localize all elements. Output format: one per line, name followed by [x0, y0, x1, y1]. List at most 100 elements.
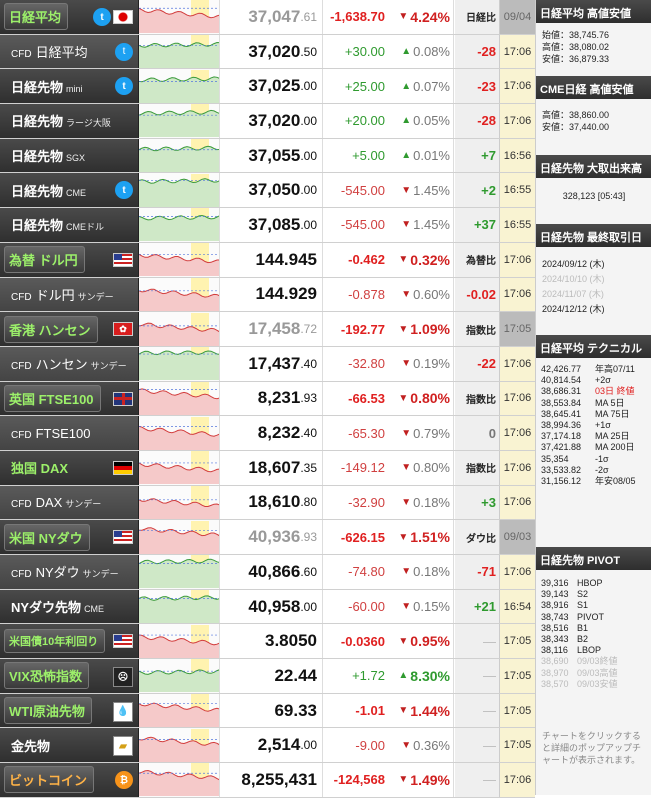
market-row[interactable]: 米国 NYダウ 40,936.93 -626.15 ▼ 1.51% ダウ比 09/03 [0, 520, 535, 555]
instrument-name[interactable]: WTI原油先物 💧 [0, 693, 139, 728]
mini-chart[interactable] [139, 728, 220, 763]
market-row[interactable]: CFD DAX サンデー 18,610.80 -32.90 ▼ 0.18% +3 17:06 [0, 485, 535, 521]
mini-chart[interactable] [139, 104, 220, 138]
twitter-icon[interactable]: t [93, 8, 111, 26]
mini-chart[interactable] [139, 763, 220, 797]
mini-chart[interactable] [139, 589, 220, 624]
spark-chart[interactable] [139, 277, 219, 311]
instrument-name[interactable]: CFD ドル円 サンデー [0, 277, 139, 312]
instrument-name[interactable]: 独国 DAX [0, 450, 139, 485]
spark-chart[interactable] [139, 694, 219, 728]
mini-chart[interactable] [139, 173, 220, 208]
market-row[interactable]: 日経先物 mini t 37,025.00 +25.00 ▲ 0.07% -23 17:06 [0, 69, 535, 105]
instrument-name[interactable]: 日経先物 CME t [0, 173, 139, 208]
instrument-name[interactable]: 米国 NYダウ [0, 520, 139, 554]
market-row[interactable]: 日経先物 CMEドル 37,085.00 -545.00 ▼ 1.45% +37 16:55 [0, 208, 535, 243]
instrument-name[interactable]: 日経平均 t [0, 0, 139, 34]
spark-chart[interactable] [139, 555, 219, 589]
instrument-name[interactable]: 香港 ハンセン ✿ [0, 312, 139, 346]
spark-chart[interactable] [139, 451, 219, 485]
market-row[interactable]: 日経先物 ラージ大阪 37,020.00 +20.00 ▲ 0.05% -28 17:06 [0, 104, 535, 139]
mini-chart[interactable] [139, 520, 220, 554]
mini-chart[interactable] [139, 277, 220, 312]
instrument-name[interactable]: CFD ハンセン サンデー [0, 346, 139, 381]
market-row[interactable]: 米国債10年利回り 3.8050 -0.0360 ▼ 0.95% —17:05 [0, 624, 535, 660]
market-row[interactable]: CFD ハンセン サンデー 17,437.40 -32.80 ▼ 0.19% -22 17:06 [0, 346, 535, 382]
spark-chart[interactable] [139, 69, 219, 103]
market-row[interactable]: ビットコイン ₿ 8,255,431 -124,568 ▼ 1.49% —17:06 [0, 763, 535, 798]
spark-chart[interactable] [139, 104, 219, 138]
spark-chart[interactable] [139, 659, 219, 693]
instrument-name[interactable]: CFD FTSE100 [0, 416, 139, 450]
mini-chart[interactable] [139, 312, 220, 346]
instrument-name[interactable]: ビットコイン ₿ [0, 763, 139, 797]
mini-chart[interactable] [139, 659, 220, 693]
market-row[interactable]: 為替 ドル円 144.945 -0.462 ▼ 0.32% 為替比 17:06 [0, 242, 535, 278]
spark-chart[interactable] [139, 0, 219, 34]
spark-chart[interactable] [139, 416, 219, 450]
price-value: 22.44 [221, 659, 323, 693]
mini-chart[interactable] [139, 624, 220, 659]
instrument-name[interactable]: 日経先物 CMEドル [0, 208, 139, 242]
spark-chart[interactable] [139, 312, 219, 346]
mini-chart[interactable] [139, 450, 220, 485]
spark-chart[interactable] [139, 347, 219, 381]
twitter-icon[interactable]: t [115, 42, 133, 61]
market-row[interactable]: 日経先物 SGX 37,055.00 +5.00 ▲ 0.01% +7 16:56 [0, 138, 535, 174]
spark-chart[interactable] [139, 763, 219, 797]
instrument-name[interactable]: CFD 日経平均 t [0, 34, 139, 69]
instrument-name[interactable]: CFD NYダウ サンデー [0, 555, 139, 589]
mini-chart[interactable] [139, 138, 220, 173]
mini-chart[interactable] [139, 346, 220, 381]
market-row[interactable]: CFD 日経平均 t 37,020.50 +30.00 ▲ 0.08% -28 17:06 [0, 34, 535, 70]
market-row[interactable]: NYダウ先物 CME 40,958.00 -60.00 ▼ 0.15% +21 16:54 [0, 589, 535, 625]
mini-chart[interactable] [139, 555, 220, 589]
mini-chart[interactable] [139, 69, 220, 104]
spark-chart[interactable] [139, 590, 219, 624]
spark-chart[interactable] [139, 485, 219, 519]
instrument-name[interactable]: 日経先物 SGX [0, 138, 139, 173]
market-row[interactable]: CFD FTSE100 8,232.40 -65.30 ▼ 0.79% 0 17:06 [0, 416, 535, 451]
twitter-icon[interactable]: t [115, 77, 133, 96]
market-row[interactable]: VIX恐怖指数 ☹ 22.44 +1.72 ▲ 8.30% —17:05 [0, 659, 535, 694]
instrument-name[interactable]: 為替 ドル円 [0, 242, 139, 277]
instrument-name[interactable]: VIX恐怖指数 ☹ [0, 659, 139, 693]
mini-chart[interactable] [139, 381, 220, 416]
market-row[interactable]: 日経平均 t 37,047.61 -1,638.70 ▼ 4.24% 日経比 09/04 [0, 0, 535, 35]
spark-chart[interactable] [139, 381, 219, 415]
mini-chart[interactable] [139, 208, 220, 242]
spark-chart[interactable] [139, 728, 219, 762]
price-value: 37,025.00 [221, 69, 323, 104]
mini-chart[interactable] [139, 485, 220, 520]
spark-chart[interactable] [139, 624, 219, 658]
instrument-name[interactable]: 米国債10年利回り [0, 624, 139, 659]
market-row[interactable]: WTI原油先物 💧 69.33 -1.01 ▼ 1.44% —17:05 [0, 693, 535, 729]
spark-chart[interactable] [139, 35, 219, 69]
spark-chart[interactable] [139, 139, 219, 173]
mini-chart[interactable] [139, 34, 220, 69]
market-row[interactable]: 香港 ハンセン ✿ 17,458.72 -192.77 ▼ 1.09% 指数比 17:05 [0, 312, 535, 347]
market-row[interactable]: 英国 FTSE100 8,231.93 -66.53 ▼ 0.80% 指数比 17:06 [0, 381, 535, 417]
mini-chart[interactable] [139, 0, 220, 34]
spark-chart[interactable] [139, 520, 219, 554]
market-row[interactable]: 独国 DAX 18,607.35 -149.12 ▼ 0.80% 指数比 17:06 [0, 450, 535, 486]
instrument-name[interactable]: 英国 FTSE100 [0, 381, 139, 416]
twitter-icon[interactable]: t [115, 181, 133, 200]
mini-chart[interactable] [139, 693, 220, 728]
market-row[interactable]: CFD NYダウ サンデー 40,866.60 -74.80 ▼ 0.18% -71 17:06 [0, 555, 535, 590]
mini-chart[interactable] [139, 242, 220, 277]
spark-chart[interactable] [139, 208, 219, 242]
mini-chart[interactable] [139, 416, 220, 450]
market-row[interactable]: 日経先物 CME t 37,050.00 -545.00 ▼ 1.45% +2 16:55 [0, 173, 535, 209]
instrument-name[interactable]: 金先物 ▰ [0, 728, 139, 763]
price-decimal: .50 [300, 44, 317, 59]
spark-chart[interactable] [139, 243, 219, 277]
instrument-name[interactable]: NYダウ先物 CME [0, 589, 139, 624]
instrument-name[interactable]: CFD DAX サンデー [0, 485, 139, 520]
instrument-name[interactable]: 日経先物 ラージ大阪 [0, 104, 139, 138]
market-row[interactable]: CFD ドル円 サンデー 144.929 -0.878 ▼ 0.60% -0.02 17:06 [0, 277, 535, 313]
spark-chart[interactable] [139, 173, 219, 207]
market-row[interactable]: 金先物 ▰ 2,514.00 -9.00 ▼ 0.36% —17:05 [0, 728, 535, 764]
diff-value: 為替比 [455, 242, 499, 277]
instrument-name[interactable]: 日経先物 mini t [0, 69, 139, 104]
